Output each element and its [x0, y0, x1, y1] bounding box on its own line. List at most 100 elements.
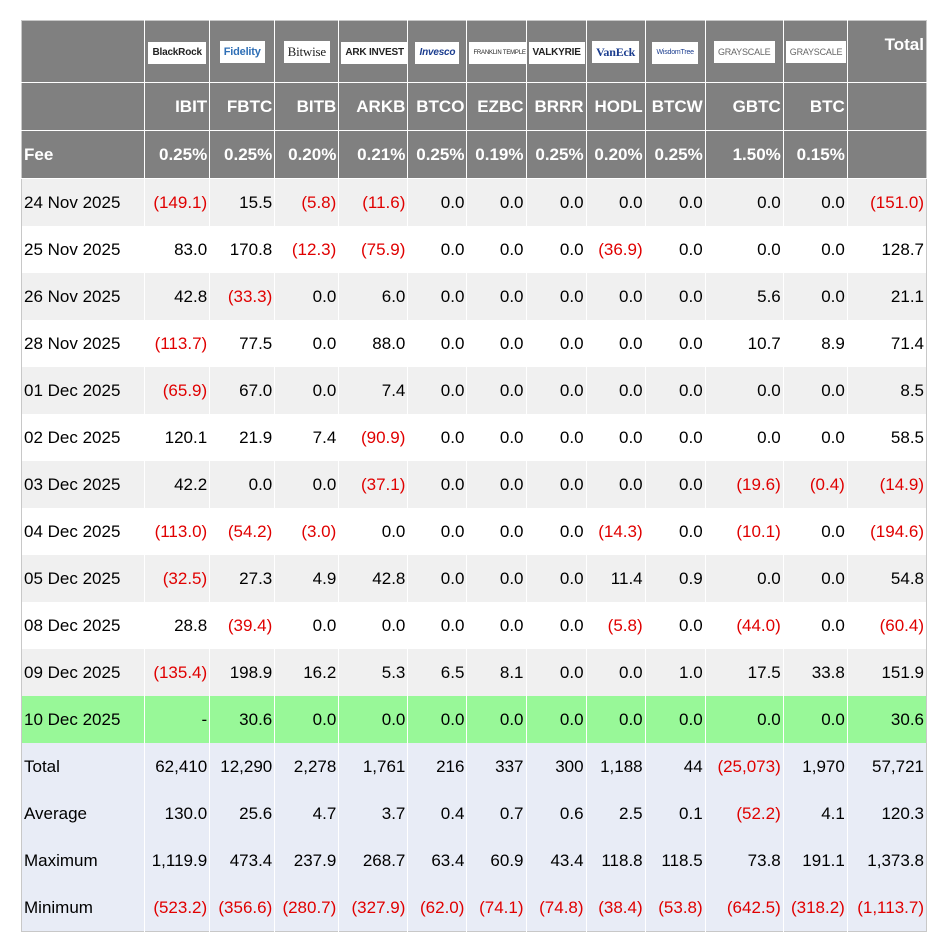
flow-value: 71.4 [846, 320, 927, 367]
summary-value: 120.3 [846, 790, 927, 837]
flow-value: (113.7) [144, 320, 210, 367]
date: 24 Nov 2025 [21, 178, 145, 226]
flow-value: 0.0 [466, 320, 526, 367]
summary-value: 191.1 [782, 837, 848, 884]
flow-value: 0.0 [274, 367, 339, 414]
flow-value: 6.0 [338, 273, 408, 320]
summary-value: 118.5 [644, 837, 706, 884]
summary-value: 0.1 [644, 790, 706, 837]
ticker: BTCO [407, 82, 467, 131]
flow-value: 0.9 [644, 555, 706, 602]
flow-value: (14.9) [846, 461, 927, 508]
flow-value: (11.6) [338, 178, 408, 226]
summary-value: 0.6 [525, 790, 587, 837]
flow-value: 0.0 [585, 696, 646, 743]
flow-value: 0.0 [782, 555, 848, 602]
flow-value: 0.0 [782, 602, 848, 649]
flow-value: 0.0 [644, 461, 706, 508]
flow-value: (54.2) [209, 508, 275, 555]
logo: GRAYSCALE [785, 41, 847, 63]
flow-value: 42.8 [338, 555, 408, 602]
summary-value: 2,278 [274, 743, 339, 790]
logo: FRANKLIN TEMPLETON [469, 42, 526, 64]
flow-value: 67.0 [209, 367, 275, 414]
summary-value: (327.9) [338, 884, 408, 932]
flow-value: 0.0 [782, 367, 848, 414]
data-row: 02 Dec 2025 120.1 21.9 7.4 (90.9) 0.0 0.0 0.0 0.… [21, 414, 927, 461]
empty-cell [21, 20, 145, 83]
summary-value: (38.4) [585, 884, 646, 932]
flow-value: 0.0 [782, 508, 848, 555]
flow-value: 0.0 [338, 696, 408, 743]
flow-value: 0.0 [274, 320, 339, 367]
summary-value: 44 [644, 743, 706, 790]
flow-value: 0.0 [274, 461, 339, 508]
summary-value: (642.5) [704, 884, 784, 932]
fee: 0.21% [338, 130, 408, 179]
flow-value: 8.9 [782, 320, 848, 367]
summary-value: 4.1 [782, 790, 848, 837]
summary-label: Maximum [21, 837, 145, 884]
table-body: BlackRock Fidelity Bitwise ARK INVEST Invesc… [21, 20, 927, 932]
summary-value: 62,410 [144, 743, 210, 790]
flow-value: 0.0 [525, 320, 587, 367]
flow-value: 0.0 [466, 461, 526, 508]
flow-value: 11.4 [585, 555, 646, 602]
flow-value: 0.0 [585, 414, 646, 461]
data-row: 24 Nov 2025 (149.1) 15.5 (5.8) (11.6) 0.0 0.0 0… [21, 178, 927, 226]
flow-value: 27.3 [209, 555, 275, 602]
flow-value: 0.0 [407, 508, 467, 555]
logo-cell: GRAYSCALE [782, 20, 848, 83]
flow-value: 0.0 [585, 320, 646, 367]
flow-value: 0.0 [525, 414, 587, 461]
flow-value: (36.9) [585, 226, 646, 273]
flow-value: 1.0 [644, 649, 706, 696]
flow-value: 0.0 [782, 226, 848, 273]
flow-value: 0.0 [209, 461, 275, 508]
logo-cell: Fidelity [209, 20, 275, 83]
ticker: BTCW [644, 82, 706, 131]
summary-row: Total 62,410 12,290 2,278 1,761 216 337 300 1,18… [21, 743, 927, 790]
data-row: 08 Dec 2025 28.8 (39.4) 0.0 0.0 0.0 0.0 0.0 (5.8… [21, 602, 927, 649]
flow-value: 0.0 [644, 367, 706, 414]
flow-value: 0.0 [644, 696, 706, 743]
date: 25 Nov 2025 [21, 226, 145, 273]
logo-cell: BlackRock [144, 20, 210, 83]
fee: 0.25% [644, 130, 706, 179]
date: 28 Nov 2025 [21, 320, 145, 367]
flow-value: 0.0 [407, 461, 467, 508]
flow-value: 0.0 [644, 320, 706, 367]
flow-value: (19.6) [704, 461, 784, 508]
flow-value: (37.1) [338, 461, 408, 508]
flow-value: 0.0 [782, 414, 848, 461]
flow-value: 0.0 [585, 367, 646, 414]
summary-row: Minimum (523.2) (356.6) (280.7) (327.9) (62.0… [21, 884, 927, 932]
flow-value: (5.8) [274, 178, 339, 226]
flow-value: 0.0 [782, 696, 848, 743]
ticker: ARKB [338, 82, 408, 131]
summary-value: 57,721 [846, 743, 927, 790]
date: 10 Dec 2025 [21, 696, 145, 743]
flow-value: 88.0 [338, 320, 408, 367]
flow-value: 21.9 [209, 414, 275, 461]
flow-value: 0.0 [407, 555, 467, 602]
fee: 0.25% [407, 130, 467, 179]
flow-value: 0.0 [466, 178, 526, 226]
flow-value: 0.0 [407, 367, 467, 414]
summary-value: (52.2) [704, 790, 784, 837]
flow-value: 0.0 [704, 367, 784, 414]
fee: 0.15% [782, 130, 848, 179]
summary-value: 0.4 [407, 790, 467, 837]
ticker: HODL [585, 82, 646, 131]
ticker: FBTC [209, 82, 275, 131]
flow-value: (149.1) [144, 178, 210, 226]
flow-value: 0.0 [274, 602, 339, 649]
empty-cell [21, 82, 145, 131]
flow-value: 7.4 [338, 367, 408, 414]
flow-value: 28.8 [144, 602, 210, 649]
summary-value: 0.7 [466, 790, 526, 837]
flow-value: 0.0 [466, 273, 526, 320]
flow-value: (90.9) [338, 414, 408, 461]
flow-value: (5.8) [585, 602, 646, 649]
flow-value: (151.0) [846, 178, 927, 226]
